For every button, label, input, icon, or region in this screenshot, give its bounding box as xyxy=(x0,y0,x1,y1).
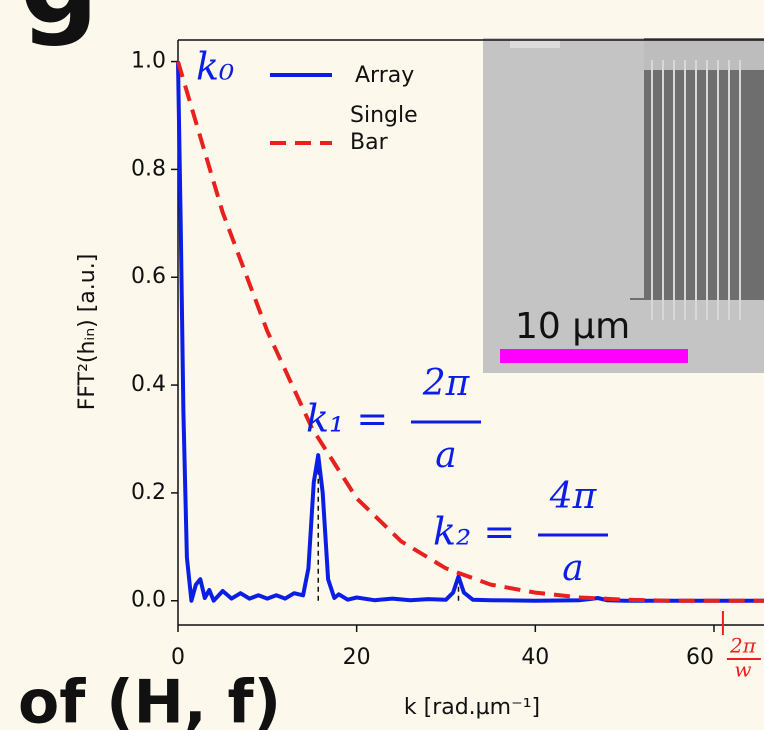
x-tick-label: 0 xyxy=(171,645,185,670)
annotation-denominator: a xyxy=(562,548,583,589)
x-tick-label: 60 xyxy=(686,645,714,670)
inset-image xyxy=(483,38,764,373)
y-tick-label: 0.8 xyxy=(131,156,166,181)
y-tick-label: 1.0 xyxy=(131,49,166,74)
cutoff-denominator: w xyxy=(734,658,751,682)
series-line xyxy=(176,61,764,603)
annotation: k₁ = xyxy=(306,397,388,441)
panel-label: g xyxy=(20,0,99,48)
annotation: k₀ xyxy=(196,45,234,89)
y-tick-label: 0.0 xyxy=(131,588,166,613)
annotation: k₂ = xyxy=(433,510,515,554)
y-tick-label: 0.4 xyxy=(131,372,166,397)
x-axis-label: k [rad.µm⁻¹] xyxy=(404,695,540,720)
series-line xyxy=(176,61,764,603)
caption-fragment: of (H, f) xyxy=(18,668,281,730)
x-tick-label: 20 xyxy=(343,645,371,670)
cutoff-numerator: 2π xyxy=(729,634,757,658)
annotation-numerator: 4π xyxy=(549,476,598,517)
annotation-numerator: 2π xyxy=(422,363,471,404)
x-tick-label: 40 xyxy=(521,645,549,670)
annotation-denominator: a xyxy=(435,435,456,476)
y-axis-label: FFT²(hᵢₙ) [a.u.] xyxy=(75,254,100,411)
y-tick-label: 0.6 xyxy=(131,264,166,289)
legend-label: Single Bar xyxy=(350,103,418,155)
scale-label: 10 µm xyxy=(515,306,630,347)
legend-label: Array xyxy=(355,63,414,88)
y-tick-label: 0.2 xyxy=(131,480,166,505)
